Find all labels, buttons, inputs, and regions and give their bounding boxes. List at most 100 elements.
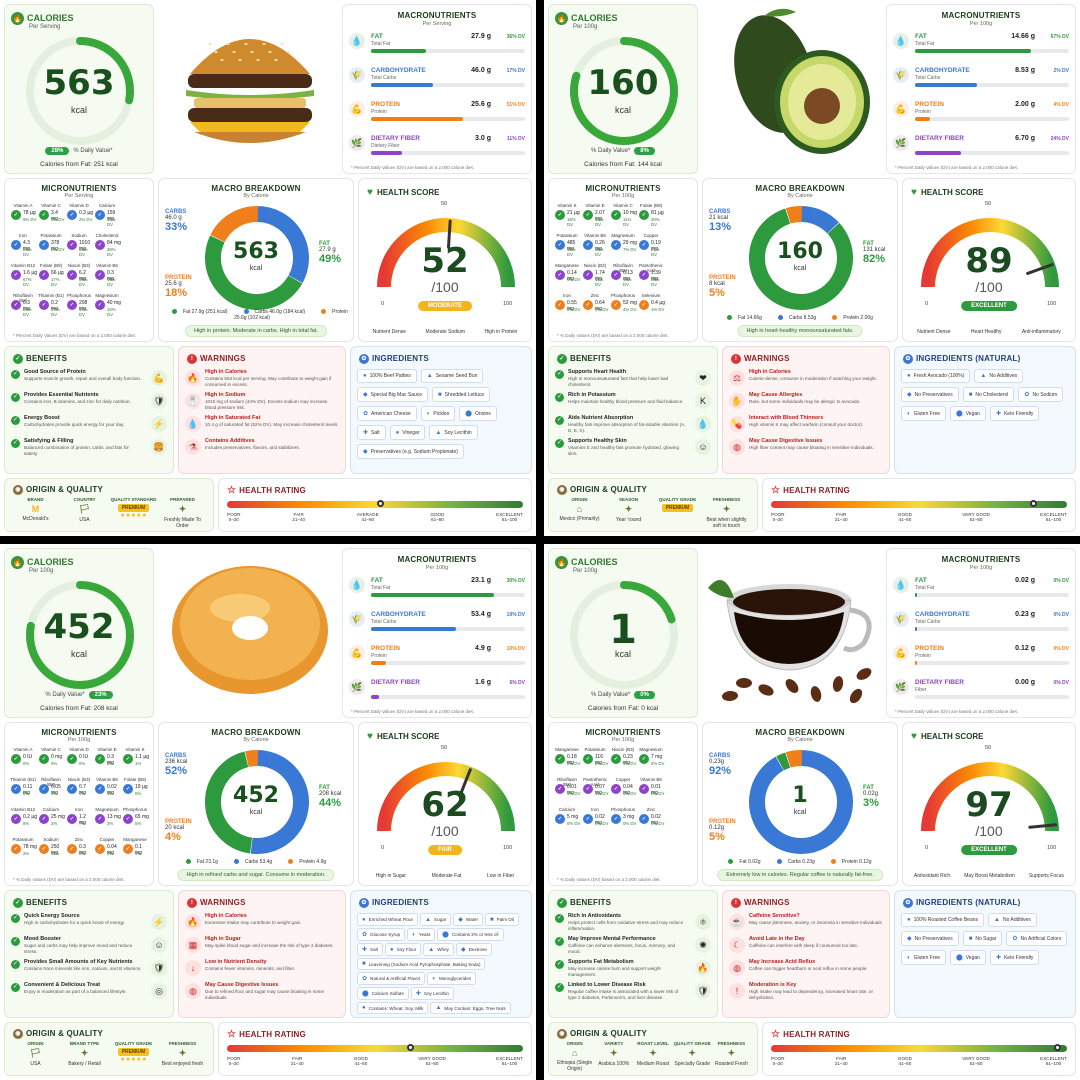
- micronutrient-item: Riboflavin (B2) ✓ 0.01 mg 1% DV: [553, 777, 581, 803]
- warning-item: 💊 Interact with Blood Thinners High vitami…: [729, 415, 883, 438]
- micronutrient-name: Vitamin C: [41, 747, 61, 752]
- health-score-value: 52: [421, 241, 469, 281]
- micronutrient-item: Vitamin B12 ✓ 1.6 µg 67% DV: [9, 263, 37, 289]
- calories-title: CALORIES: [27, 557, 74, 567]
- ingredient-icon: ✿: [1024, 392, 1030, 398]
- shield-icon: 🛡: [151, 960, 167, 976]
- micronutrient-value: 78 mg: [23, 844, 37, 850]
- macro-center-value: 452: [233, 783, 279, 808]
- map-icon: ⌂: [576, 504, 583, 514]
- rating-band-range: 81–100: [1045, 1061, 1062, 1066]
- micronutrient-name: Phosphorus: [610, 293, 636, 298]
- micronutrient-item: Selenium ✓ 0.4 µg 1% DV: [637, 293, 665, 319]
- micronutrient-item: Copper ✓ 0.19 mg 21% DV: [637, 233, 665, 259]
- macro-bar: [915, 117, 1069, 121]
- micronutrient-dv: 12% DV: [107, 217, 116, 227]
- origin-label: QUALITY GRADE: [673, 1041, 711, 1046]
- star-icon: ☆: [227, 1029, 240, 1040]
- rating-band: GOOD 61–80: [430, 512, 444, 522]
- check-icon: ✓: [555, 393, 564, 402]
- macro-row-dietary-fiber: 🌿 DIETARY FIBER 6.70 g 24% DV: [893, 133, 1069, 167]
- ingredient-chip: ✚ Soy Lecithin: [410, 987, 454, 1000]
- micronutrient-name: Thiamin (B1): [10, 777, 36, 782]
- macronutrients-title: MACRONUTRIENTS: [941, 555, 1021, 564]
- macro-subname: Total Fat: [371, 41, 391, 47]
- micronutrient-item: Folate (B9) ✓ 19 µg 5%: [121, 777, 149, 803]
- micronutrient-dv: 44% DV: [79, 247, 88, 257]
- origin-label: FRESHNESS: [168, 1041, 197, 1046]
- ingredient-text: Yeast: [418, 932, 431, 937]
- micronutrient-item: Zinc ✓ 0.3 mg 3%: [65, 837, 93, 863]
- macro-amount: 0.02g: [863, 791, 879, 797]
- micronutrient-item: Pantothenic Acid ✓ 0.07 mg 1% DV: [581, 777, 609, 803]
- macro-legend: Fat 27.9g (251 kcal) Carbs 46.0g (184 kca…: [163, 309, 349, 321]
- warning-desc: Rare, but some individuals may be allerg…: [749, 399, 861, 404]
- carbs-label: CARBS 21 kcal 13%: [709, 209, 731, 233]
- rating-band-name: VERY GOOD: [962, 1056, 990, 1061]
- warning-item: ▦ High in Sugar May spike blood sugar and …: [185, 936, 339, 959]
- benefit-desc: Contains iron, B vitamins, and zinc for …: [24, 399, 131, 404]
- patty-shape: [188, 74, 312, 88]
- health-rating-title-text: HEALTH RATING: [783, 1030, 850, 1039]
- micronutrient-item: Zinc ✓ 0.02 mg 0% DV: [637, 807, 665, 833]
- micronutrient-dv: 0% DV: [623, 821, 637, 826]
- micronutrient-dv: 2%: [23, 851, 30, 856]
- molecule-icon: ⚛: [695, 914, 711, 930]
- macro-row-fat: 💧 FAT Total Fat 14.66 g 67% DV: [893, 31, 1069, 65]
- carbs-slice: [256, 206, 309, 283]
- warning-title: High in Saturated Fat: [205, 415, 261, 421]
- benefit-item: ✓ Convenient & Delicious Treat Enjoy in mo…: [11, 982, 167, 1005]
- ingredient-icon: ⬤: [442, 932, 449, 938]
- macro-percent: 5%: [709, 831, 725, 843]
- micronutrient-item: Zinc ✓ 0.64 mg 6% DV: [581, 293, 609, 319]
- macro-percent: 49%: [319, 253, 342, 265]
- macro-breakdown-card: MACRO BREAKDOWN By Calorie 1 kcal CARBS 0.23g…: [702, 722, 898, 886]
- micronutrient-name: Pantothenic Acid: [583, 777, 607, 787]
- ingredient-chip: ✚ Salt: [357, 943, 383, 956]
- warnings-card: ! WARNINGS 🔥 High in Calories Excessive inta…: [178, 890, 346, 1018]
- rating-band: EXCELLENT 81–100: [1040, 512, 1067, 522]
- origin-quality-card: ◉ ORIGIN & QUALITY ORIGIN 🏳 USA BRAND TYPE ✦ Ba…: [4, 1022, 214, 1076]
- micronutrient-dv: 67% DV: [23, 277, 32, 287]
- flame-icon: 🔥: [11, 556, 24, 569]
- macro-amount: 0.12g: [709, 825, 725, 831]
- carbs-slice: [250, 750, 309, 854]
- macro-amount: 0.23g: [709, 759, 725, 765]
- micronutrient-item: Magnesium ✓ 13 mg 3%: [93, 807, 121, 833]
- micronutrient-value: 0.04 mg: [107, 844, 117, 856]
- warnings-title-text: WARNINGS: [744, 354, 790, 364]
- micronutrient-name: Vitamin B12: [10, 807, 36, 812]
- macro-value: 0.02 g: [1015, 577, 1035, 584]
- health-score-gauge: [921, 218, 1059, 288]
- micronutrient-name: Potassium: [40, 233, 62, 238]
- macro-subname: Total Fat: [915, 41, 935, 47]
- macro-label: CARBS: [165, 209, 187, 215]
- legend-item: Protein 25.6g (102 kcal): [234, 309, 348, 321]
- micronutrient-item: Copper ✓ 0.04 mg 4% DV: [609, 777, 637, 803]
- rating-band-name: EXCELLENT: [1040, 1056, 1067, 1061]
- drop-icon: 💧: [185, 416, 201, 432]
- benefits-list: ✓ Supports Heart Health High in monounsatu…: [555, 369, 711, 461]
- health-tag: Supports Focus: [1028, 873, 1064, 879]
- micronutrients-basis: Per Serving: [64, 193, 94, 199]
- micronutrient-value: 29 mg: [623, 240, 637, 246]
- star-icon: ☆: [227, 485, 240, 496]
- calories-title: CALORIES: [571, 557, 618, 567]
- origin-quality-card: ◉ ORIGIN & QUALITY ORIGIN ⌂ Ethiopia (Single…: [548, 1022, 758, 1076]
- micronutrient-item: Vitamin B6 ✓ 0.3 mg 18% DV: [93, 263, 121, 289]
- origin-value: Specialty Grade: [674, 1061, 710, 1067]
- legend-dot: [777, 315, 783, 321]
- macro-bar: [371, 593, 525, 597]
- salt-icon: 🧂: [185, 393, 201, 409]
- origin-label: FRESHNESS: [712, 497, 741, 502]
- legend-dot: [243, 309, 249, 315]
- micronutrient-item: Calcium ✓ 5 mg 0% DV: [553, 807, 581, 833]
- warning-item: ◍ May Increase Acid Reflux Coffee can trig…: [729, 959, 883, 982]
- rating-band-name: GOOD: [897, 512, 912, 517]
- health-score-card: ♥ HEALTH SCORE 0 50 100 89/100 EXCELLENT Nutrie…: [902, 178, 1076, 342]
- warning-item: ⚖ High in Calories Calorie-dense; consume …: [729, 369, 883, 392]
- ingredient-icon: ◆: [907, 936, 912, 942]
- health-score-title: ♥ HEALTH SCORE: [911, 187, 983, 198]
- health-rating-title: ☆ HEALTH RATING: [227, 1029, 306, 1040]
- health-rating-marker: [406, 1044, 414, 1051]
